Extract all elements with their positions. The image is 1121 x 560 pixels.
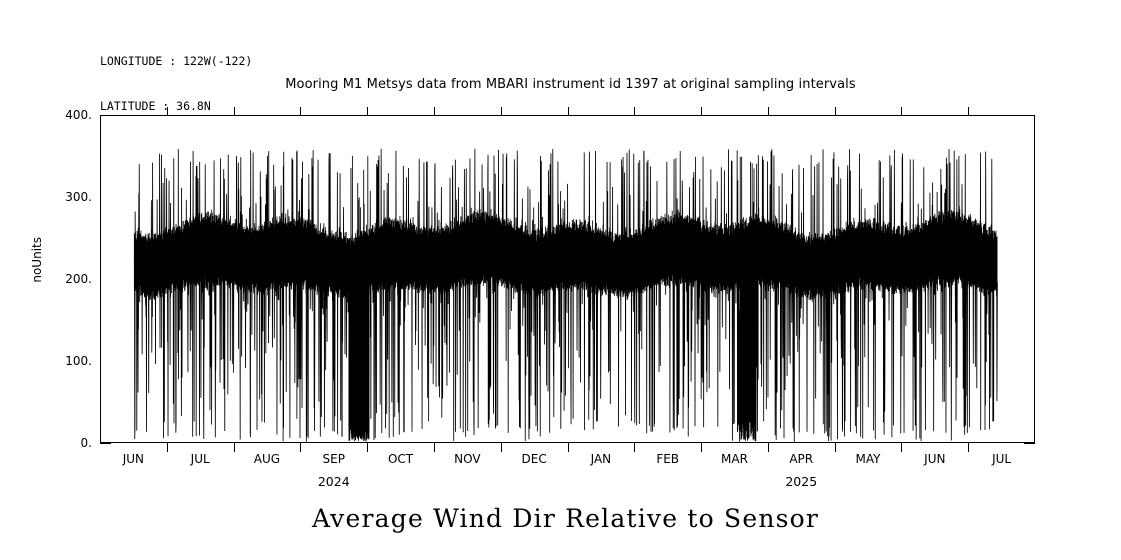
x-tick-top	[834, 107, 836, 115]
y-tick-label: 100.	[65, 354, 92, 368]
x-month-label: APR	[789, 452, 814, 466]
x-tick-top	[701, 107, 703, 115]
latitude-line: LATITUDE : 36.8N	[100, 99, 211, 113]
x-tick-top	[433, 107, 435, 115]
x-tick-top	[367, 107, 369, 115]
x-tick	[300, 443, 302, 452]
x-tick	[500, 443, 502, 452]
x-month-label: JUN	[924, 452, 946, 466]
x-tick	[367, 443, 369, 452]
y-tick-major-right	[1024, 443, 1035, 444]
y-axis-tick-labels: 0. 100. 200. 300. 400.	[34, 0, 92, 560]
x-year-label: 2025	[785, 474, 818, 489]
figure-caption: Average Wind Dir Relative to Sensor	[311, 504, 820, 533]
plot-area	[100, 115, 1035, 443]
x-month-label: NOV	[454, 452, 481, 466]
longitude-line: LONGITUDE : 122W(-122)	[100, 54, 253, 68]
x-month-label: JUL	[190, 452, 210, 466]
x-year-label: 2024	[317, 474, 350, 489]
x-month-label: MAY	[855, 452, 881, 466]
x-tick	[166, 443, 168, 452]
x-tick-top	[901, 107, 903, 115]
y-tick-label: 300.	[65, 190, 92, 204]
x-tick	[567, 443, 569, 452]
x-tick	[834, 443, 836, 452]
x-tick-top	[500, 107, 502, 115]
x-tick-top	[233, 107, 235, 115]
y-tick-label: 0.	[80, 436, 92, 450]
y-tick-label: 400.	[65, 108, 92, 122]
x-month-label: JUL	[992, 452, 1012, 466]
core-band	[134, 208, 997, 300]
x-tick-top	[968, 107, 970, 115]
x-tick-top	[567, 107, 569, 115]
x-month-label: AUG	[253, 452, 281, 466]
x-tick-top	[300, 107, 302, 115]
x-tick	[968, 443, 970, 452]
x-month-label: OCT	[387, 452, 414, 466]
x-tick	[767, 443, 769, 452]
x-month-label: SEP	[322, 452, 345, 466]
chart-title: Mooring M1 Metsys data from MBARI instru…	[285, 77, 856, 92]
x-tick-top	[634, 107, 636, 115]
x-month-label: MAR	[721, 452, 748, 466]
x-tick-top	[166, 107, 168, 115]
wind-direction-series	[101, 116, 1034, 442]
x-month-label: FEB	[656, 452, 680, 466]
x-tick	[634, 443, 636, 452]
x-month-label: DEC	[521, 452, 547, 466]
x-tick-top	[767, 107, 769, 115]
x-tick	[233, 443, 235, 452]
x-month-label: JUN	[122, 452, 145, 466]
y-tick-major	[100, 443, 111, 444]
series-path	[134, 149, 997, 442]
x-tick	[701, 443, 703, 452]
x-month-label: JAN	[590, 452, 612, 466]
x-tick	[901, 443, 903, 452]
y-tick-label: 200.	[65, 272, 92, 286]
x-tick	[433, 443, 435, 452]
